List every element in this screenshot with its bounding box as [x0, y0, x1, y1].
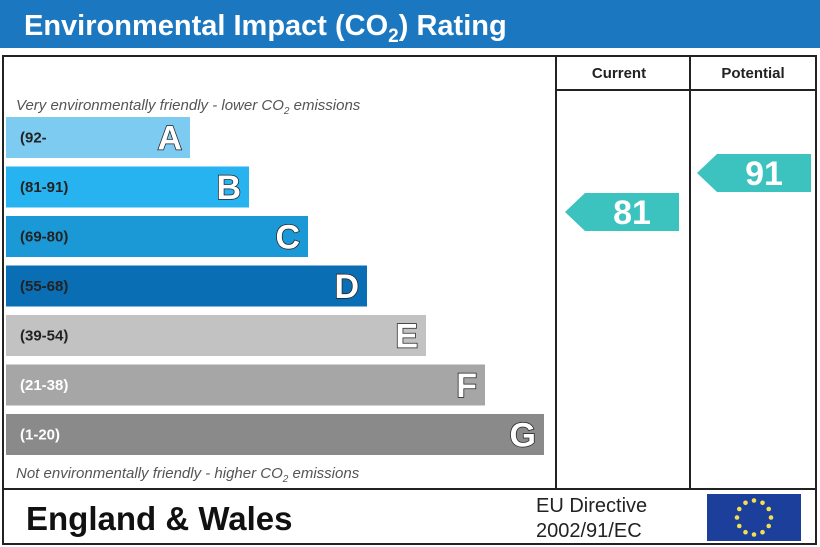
eu-star — [736, 506, 742, 512]
directive-line-1: EU Directive — [536, 495, 647, 517]
band-letter-c: C — [275, 219, 300, 257]
chart-title: Environmental Impact (CO2) Rating — [24, 10, 507, 47]
eu-star — [734, 515, 740, 520]
potential-rating-arrow — [697, 154, 811, 192]
band-bar-b — [6, 166, 249, 208]
eu-star — [743, 500, 748, 506]
band-bar-e — [6, 315, 426, 356]
eu-star — [760, 529, 765, 535]
rating-arrows: 81 91 — [565, 154, 811, 232]
band-bar-f — [6, 364, 485, 406]
band-bar-a — [6, 117, 190, 158]
band-bar-c — [6, 216, 308, 257]
band-letter-b: B — [216, 169, 241, 207]
eu-star — [743, 529, 748, 535]
band-range-g: (1-20) — [20, 427, 60, 444]
band-letter-g: G — [510, 417, 536, 455]
bottom-note: Not environmentally friendly - higher CO… — [16, 465, 360, 485]
band-bar-g — [6, 414, 544, 455]
top-note: Very environmentally friendly - lower CO… — [16, 97, 361, 117]
rating-bands: (92- A (81-91) B (69-80) C (55-68) D (39-54) E (21… — [6, 117, 544, 455]
eu-star — [760, 500, 765, 506]
band-range-d: (55-68) — [20, 278, 68, 295]
band-letter-a: A — [157, 120, 182, 158]
potential-rating-value: 91 — [745, 155, 783, 193]
title-bar — [0, 0, 820, 48]
eu-star — [768, 515, 774, 520]
eu-stars-icon — [734, 498, 774, 537]
eu-star — [736, 523, 742, 529]
band-range-b: (81-91) — [20, 179, 68, 196]
table-frame — [2, 55, 817, 545]
band-letter-f: F — [456, 367, 477, 405]
band-range-f: (21-38) — [20, 377, 68, 394]
eu-star — [766, 506, 772, 512]
directive-line-2: 2002/91/EC — [536, 520, 642, 542]
eu-star — [751, 532, 757, 537]
current-rating-arrow — [565, 193, 679, 231]
band-range-e: (39-54) — [20, 328, 68, 345]
potential-column-header: Potential — [721, 65, 784, 82]
band-bar-d — [6, 265, 367, 307]
band-range-a: (92- — [20, 130, 47, 147]
band-range-c: (69-80) — [20, 229, 68, 246]
eu-star — [766, 523, 772, 529]
current-column-header: Current — [592, 65, 646, 82]
band-letter-d: D — [334, 268, 359, 306]
region-label: England & Wales — [26, 500, 292, 537]
eu-star — [751, 498, 757, 503]
current-rating-value: 81 — [613, 194, 651, 232]
band-letter-e: E — [395, 318, 418, 356]
